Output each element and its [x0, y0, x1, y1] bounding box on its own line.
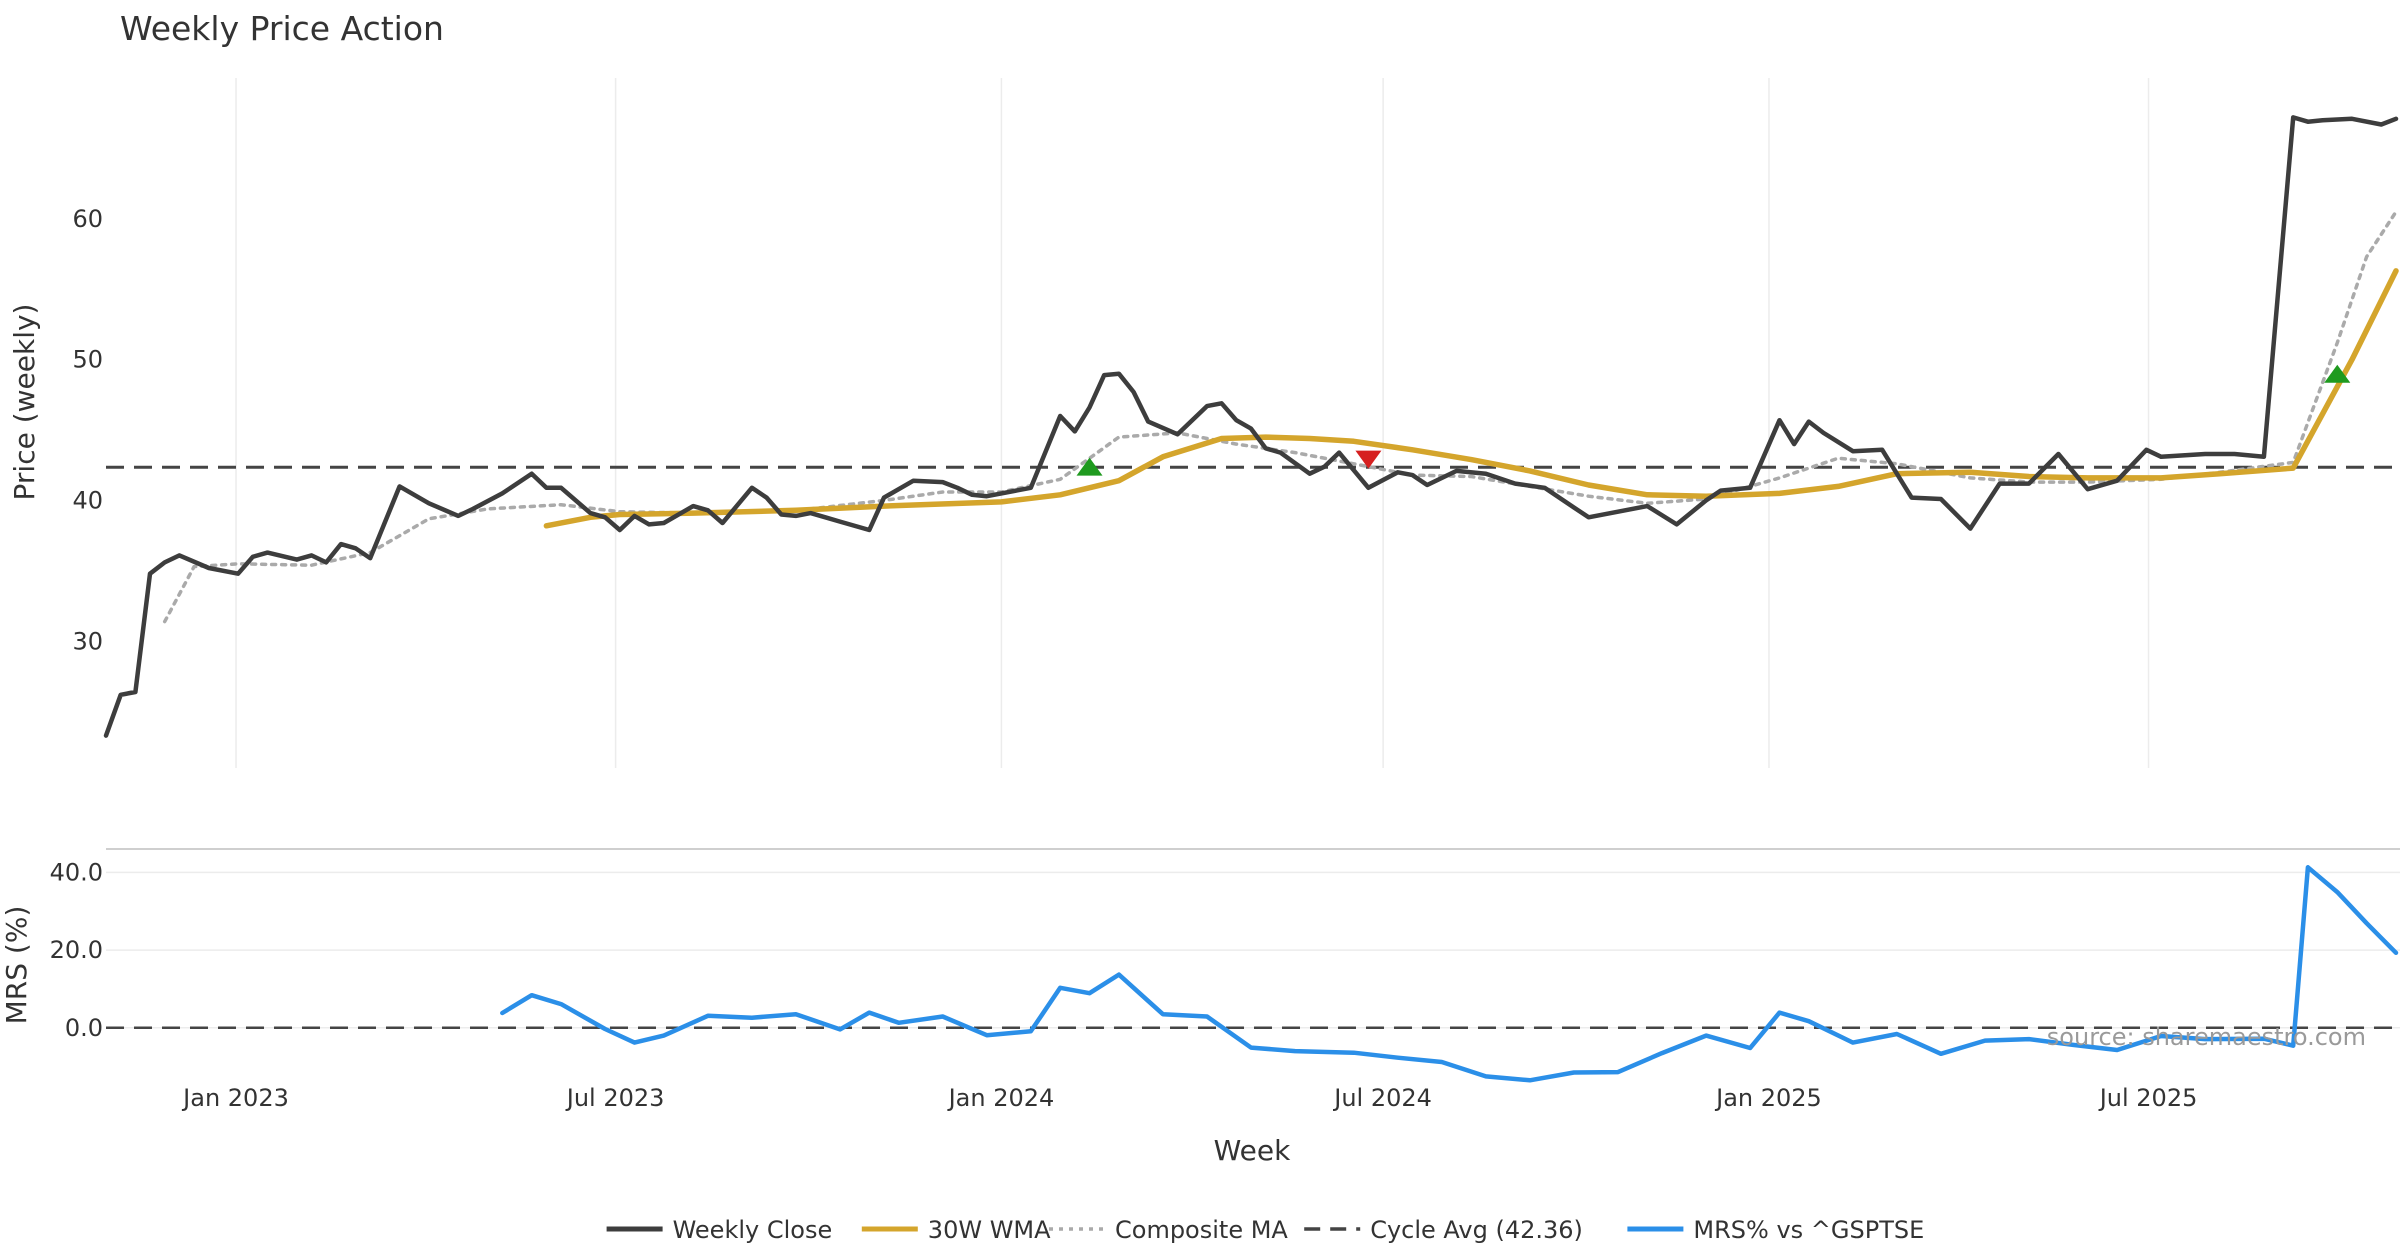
- price-y-tick-label: 60: [72, 205, 103, 233]
- mrs-panel-gridlines: [106, 871, 2400, 1029]
- price-y-axis-label: Price (weekly): [8, 304, 41, 501]
- chart-legend: Weekly Close 30W WMA Composite MA Cycle Avg…: [606, 1216, 1924, 1244]
- x-tick-label: Jan 2024: [947, 1084, 1055, 1112]
- series-line-mrs-vs-gsptse: [500, 865, 2399, 1083]
- mrs-y-tick-label: 0.0: [65, 1014, 103, 1042]
- source-note: source: sharemaestro.com: [2047, 1023, 2366, 1051]
- series-line-weekly-close: [103, 115, 2399, 738]
- x-tick-label: Jul 2025: [2098, 1084, 2198, 1112]
- x-tick-label: Jan 2025: [1714, 1084, 1822, 1112]
- price-y-tick-label: 30: [72, 627, 103, 655]
- legend-label-composite-ma: Composite MA: [1115, 1216, 1288, 1244]
- mrs-y-tick-label: 20.0: [50, 936, 103, 964]
- buy-signal-marker: [2324, 364, 2351, 383]
- price-y-axis-ticks: 30 40 50 60: [72, 205, 103, 655]
- mrs-y-axis-label: MRS (%): [0, 906, 33, 1025]
- x-axis-label: Week: [1214, 1134, 1291, 1167]
- mrs-y-tick-label: 40.0: [50, 858, 103, 886]
- buy-signal-marker: [1076, 457, 1103, 476]
- price-y-tick-label: 40: [72, 486, 103, 514]
- mrs-y-axis-ticks: 0.0 20.0 40.0: [50, 858, 103, 1041]
- series-line-composite-ma: [162, 210, 2398, 624]
- price-y-tick-label: 50: [72, 346, 103, 374]
- x-axis-ticks: Jan 2023 Jul 2023 Jan 2024 Jul 2024 Jan 2025…: [181, 1084, 2197, 1112]
- x-tick-label: Jul 2023: [565, 1084, 665, 1112]
- legend-label-cycle-avg-42-36: Cycle Avg (42.36): [1370, 1216, 1583, 1244]
- chart-title: Weekly Price Action: [120, 9, 444, 48]
- sell-signal-marker: [1355, 450, 1382, 469]
- legend-label-mrs-vs-gsptse: MRS% vs ^GSPTSE: [1693, 1216, 1924, 1244]
- mrs-series-group: [106, 865, 2400, 1083]
- price-panel-gridlines: [235, 78, 2150, 768]
- legend-label-weekly-close: Weekly Close: [673, 1216, 833, 1244]
- price-series-group: [103, 115, 2400, 738]
- x-tick-label: Jan 2023: [181, 1084, 289, 1112]
- legend-label-30w-wma: 30W WMA: [928, 1216, 1051, 1244]
- series-line-30w-wma: [543, 268, 2399, 529]
- signal-markers: [1076, 364, 2351, 476]
- x-tick-label: Jul 2024: [1332, 1084, 1432, 1112]
